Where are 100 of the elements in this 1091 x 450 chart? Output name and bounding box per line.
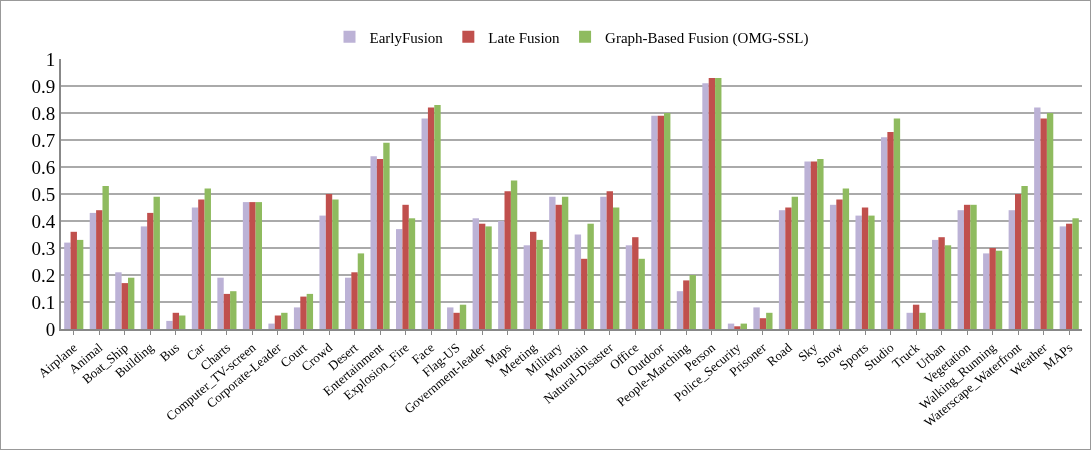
bar: [472, 218, 479, 329]
bar: [89, 212, 97, 329]
bar: [332, 199, 339, 329]
bar: [319, 215, 326, 329]
bar: [1066, 223, 1073, 329]
bar: [281, 312, 288, 329]
bar: [906, 312, 913, 329]
bar: [485, 226, 492, 329]
bar: [574, 234, 582, 329]
bar: [651, 115, 658, 329]
bar: [242, 202, 250, 329]
y-tick-label: 0.1: [31, 291, 56, 313]
y-tick-label: 1: [45, 48, 56, 70]
bar: [191, 207, 199, 329]
bar: [683, 280, 690, 329]
bar: [427, 107, 435, 329]
bar: [759, 318, 767, 329]
bar: [600, 196, 607, 329]
bar: [434, 104, 441, 329]
bar: [657, 115, 665, 329]
bar: [140, 226, 148, 329]
y-tick-label: 0.4: [31, 210, 56, 232]
bar: [778, 210, 786, 329]
y-tick-label: 0.5: [31, 183, 56, 205]
bar: [115, 272, 122, 329]
bar: [230, 291, 237, 329]
bar: [804, 161, 811, 329]
bar: [530, 231, 537, 329]
bar: [325, 194, 333, 329]
bar: [708, 77, 716, 329]
bar: [179, 315, 186, 329]
bar: [96, 210, 103, 329]
bar: [689, 275, 696, 329]
bar: [625, 245, 633, 329]
bar: [370, 156, 377, 329]
bar: [198, 199, 205, 329]
bar: [153, 196, 160, 329]
bar: [357, 253, 365, 329]
bar: [1015, 194, 1022, 329]
bar: [561, 196, 569, 329]
bar: [147, 212, 154, 329]
bar: [555, 204, 562, 329]
bar: [957, 210, 964, 329]
bar: [549, 196, 556, 329]
bar: [1021, 185, 1028, 329]
bar: [842, 188, 850, 329]
bar: [632, 237, 639, 329]
bar: [715, 77, 722, 329]
bar: [536, 239, 543, 329]
bar: [1034, 107, 1041, 329]
bar: [785, 207, 792, 329]
y-tick-label: 0: [45, 318, 56, 340]
bar: [102, 185, 109, 329]
bar: [293, 307, 301, 329]
y-tick-label: 0.6: [31, 156, 56, 178]
bar: [638, 258, 645, 329]
bar: [1072, 218, 1079, 329]
bar: [817, 158, 824, 329]
bar: [995, 250, 1003, 329]
bar: [306, 293, 314, 329]
bar: [459, 304, 467, 329]
bar: [581, 258, 588, 329]
bar: [453, 312, 460, 329]
bar: [300, 296, 307, 329]
bar: [734, 326, 741, 329]
bar: [396, 229, 403, 329]
bar: [274, 315, 282, 329]
bar: [402, 204, 409, 329]
bar: [836, 199, 843, 329]
bar: [676, 291, 684, 329]
bar: [478, 223, 486, 329]
bar: [702, 83, 709, 329]
bar: [1046, 113, 1054, 329]
bar: [1008, 210, 1015, 329]
y-tick-label: 0.2: [31, 264, 56, 286]
bar: [887, 131, 894, 329]
bar: [510, 180, 518, 329]
legend-label: Late Fusion: [488, 29, 561, 46]
bar: [944, 245, 952, 329]
bar: [76, 239, 84, 329]
bar: [121, 283, 128, 329]
bar: [447, 307, 454, 329]
bar: [855, 215, 862, 329]
bar: [989, 248, 996, 329]
bar: [64, 242, 71, 329]
bar: [217, 277, 224, 329]
bar: [504, 191, 511, 329]
bar: [829, 204, 837, 329]
bar: [383, 142, 390, 329]
y-tick-label: 0.8: [31, 102, 56, 124]
bar: [344, 277, 352, 329]
bar: [893, 118, 901, 329]
y-tick-label: 0.9: [31, 75, 56, 97]
bar: [351, 272, 358, 329]
bar: [912, 304, 920, 329]
bar: [766, 312, 773, 329]
y-tick-label: 0.7: [31, 129, 56, 151]
bar: [523, 245, 531, 329]
bar: [376, 158, 384, 329]
bar: [791, 196, 799, 329]
